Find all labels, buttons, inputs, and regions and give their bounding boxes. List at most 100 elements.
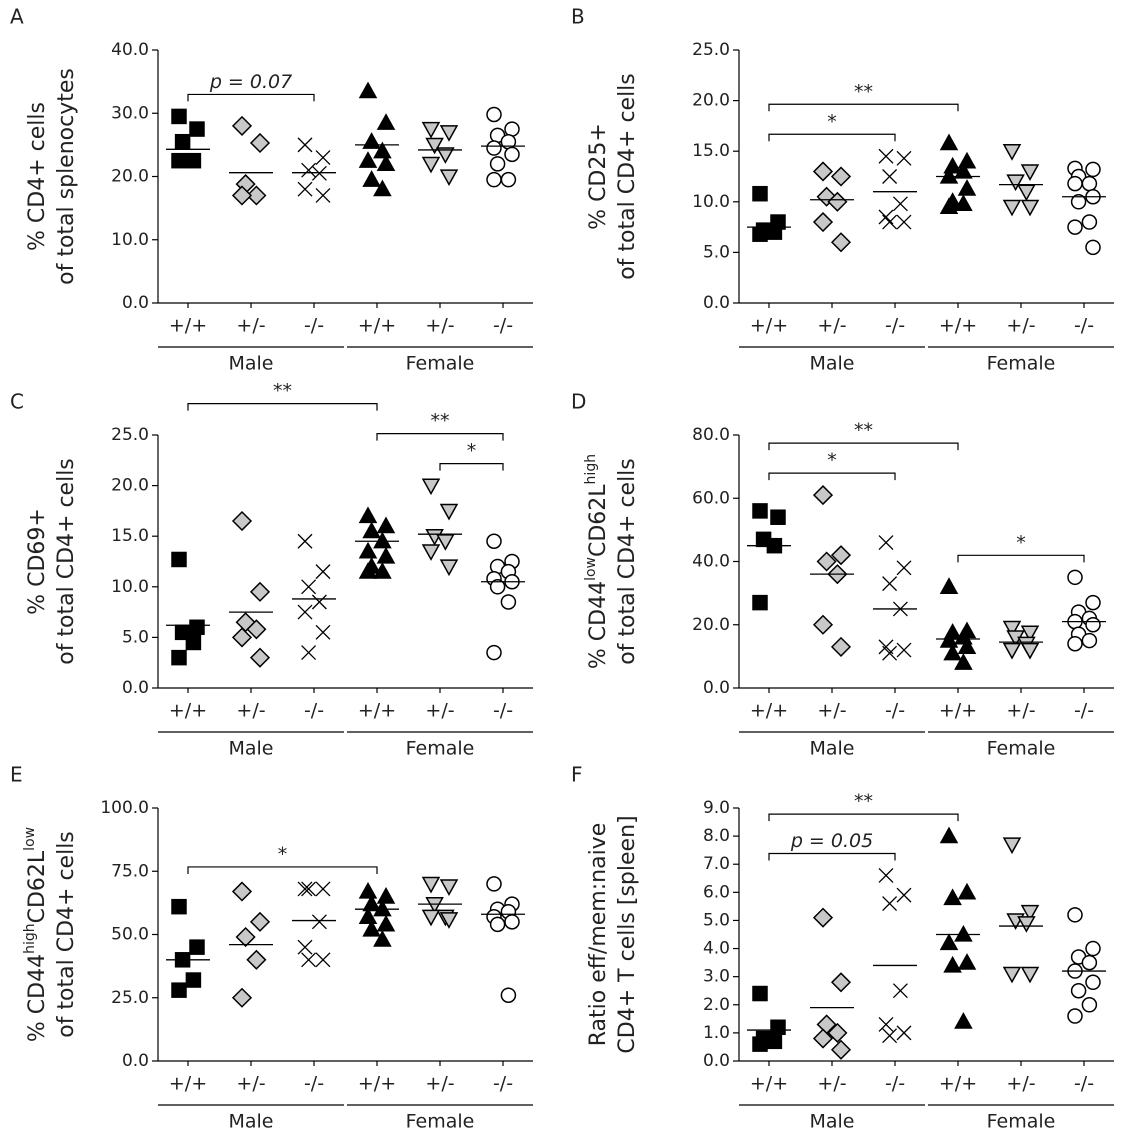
significance-bracket [768,133,896,142]
y-tick-label: 10.0 [111,577,149,597]
y-tick-label: 100.0 [100,798,149,818]
cross-marker [896,560,912,576]
y-tick-label: 5.0 [703,910,730,930]
triangle-marker [957,882,977,900]
y-axis-label-part: % CD69+ [25,508,50,615]
triangle-marker [957,637,977,655]
y-axis-label-part: low [583,557,599,581]
y-axis-label-part: high [583,454,599,485]
cross-marker [297,533,313,549]
x-tick-label: -/- [493,700,513,722]
square-marker [171,898,187,915]
significance-label: ** [273,380,292,402]
y-tick-label: 7.0 [703,854,730,874]
triangle-marker [358,562,378,579]
square-marker [189,121,205,137]
y-axis-label: of total CD4+ cells [54,458,79,665]
diamond-marker [231,510,253,532]
panel-letter: F [571,763,583,787]
significance-label: ** [431,410,450,432]
triangle-down-marker [1020,642,1040,660]
circle-marker [1070,982,1087,999]
triangle-down-marker [421,909,441,927]
x-tick-label: +/- [425,700,454,722]
triangle-down-marker [1017,184,1036,202]
triangle-down-marker [1002,199,1022,217]
circle-marker [1081,632,1098,649]
cross-marker [301,579,317,595]
triangle-marker [358,881,378,899]
y-tick-label: 3.0 [703,967,730,987]
triangle-marker [939,197,959,215]
y-axis-label: % CD25+ [586,123,611,230]
circle-marker [486,644,502,661]
triangle-marker [954,653,973,670]
significance-label: * [278,843,288,865]
cross-marker [878,535,894,550]
y-tick-label: 40.0 [692,552,730,572]
square-marker [766,1033,783,1050]
triangle-marker [376,887,396,904]
x-tick-label: -/- [304,315,324,337]
triangle-marker [376,516,396,534]
triangle-marker [362,894,381,912]
y-tick-label: 10.0 [111,230,149,250]
y-tick-label: 40.0 [111,40,149,60]
triangle-down-marker [1002,966,1022,984]
cross-marker [297,881,313,897]
diamond-marker [249,581,271,602]
cross-marker [882,1028,898,1044]
circle-marker [1081,997,1098,1013]
significance-bracket [187,866,378,874]
group-label: Female [987,738,1056,760]
y-tick-label: 5.0 [122,627,149,647]
cross-marker [297,604,313,620]
triangle-down-marker [421,156,441,174]
triangle-marker [376,154,396,171]
panel-letter: E [10,763,23,787]
group-label: Female [406,1111,475,1133]
x-tick-label: +/- [1006,700,1035,722]
x-tick-label: +/- [817,1073,846,1095]
diamond-marker [246,619,267,640]
cross-marker [315,564,331,580]
triangle-down-marker [439,503,459,521]
y-axis-label-part: high [22,923,38,954]
square-marker [189,939,205,955]
y-tick-label: 8.0 [703,826,730,846]
circle-marker [1067,175,1083,192]
y-tick-label: 1.0 [703,1023,730,1043]
y-tick-label: 6.0 [703,882,730,902]
triangle-marker [954,161,973,179]
diamond-marker [827,1022,848,1043]
diamond-marker [830,545,852,566]
triangle-down-marker [421,478,441,496]
y-axis-label: % CD44highCD62Llow [22,827,50,1042]
square-marker [752,1036,768,1052]
diamond-marker [246,185,267,206]
y-axis-label: CD4+ T cells [spleen] [615,815,640,1053]
circle-marker [1085,239,1101,256]
triangle-marker [376,113,396,130]
x-tick-label: -/- [304,1073,324,1095]
triangle-marker [373,141,392,159]
y-axis-label: % CD4+ cells [25,102,50,251]
x-tick-label: +/- [817,700,846,722]
y-axis-label: of total splenocytes [54,68,79,285]
triangle-down-marker [439,559,459,577]
significance-bracket [957,554,1085,563]
x-tick-label: +/+ [750,1073,788,1095]
y-axis-label-part: % CD4+ cells [25,102,50,251]
cross-marker [311,594,327,610]
circle-marker [486,106,502,123]
circle-marker [1081,175,1098,192]
cross-marker [896,214,912,230]
cross-marker [896,1025,912,1041]
square-marker [752,185,768,202]
y-axis-label-part: % CD44 [25,954,50,1042]
significance-label: * [827,111,837,133]
diamond-marker [830,972,852,993]
y-tick-label: 10.0 [692,192,730,212]
group-label: Male [228,738,273,760]
significance-label: * [1016,532,1026,554]
